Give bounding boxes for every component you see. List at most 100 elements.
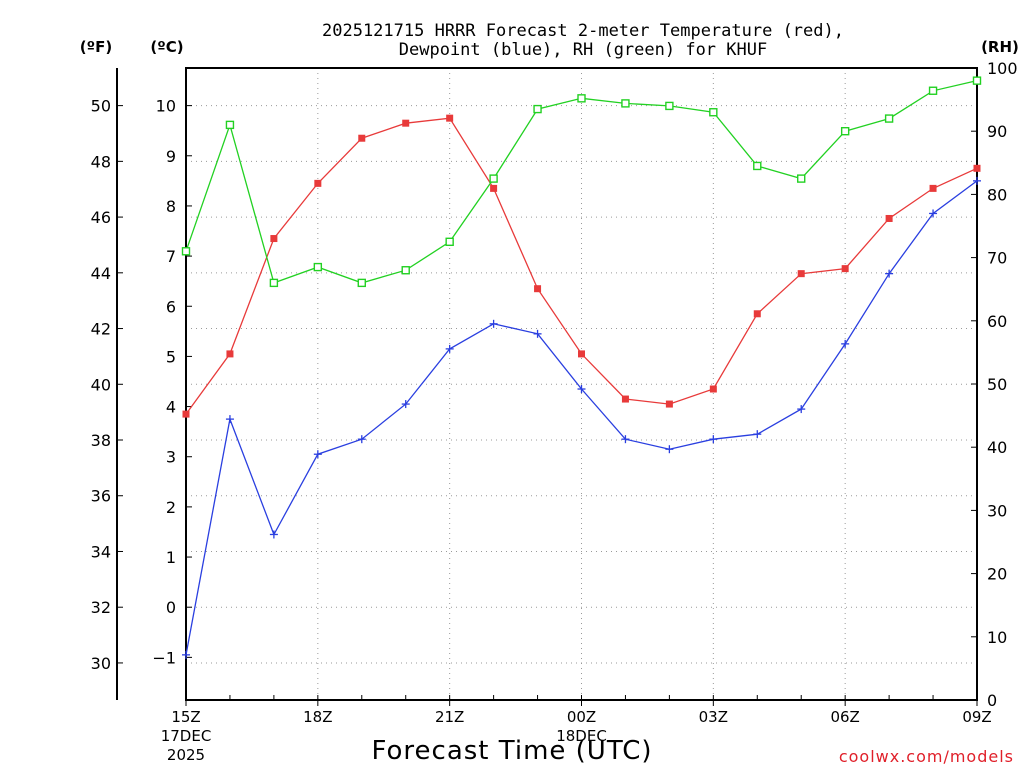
rh-tick-label: 30: [987, 501, 1007, 520]
temperature-point: [446, 114, 454, 122]
temperature-point: [358, 134, 366, 142]
temperature-point: [753, 310, 761, 318]
time-tick-label: 18Z: [303, 708, 332, 726]
dewpoint-point: [577, 385, 586, 394]
temperature-point: [578, 350, 585, 358]
temperature-point: [226, 350, 234, 358]
celsius-unit-label: (ºC): [150, 38, 183, 56]
time-tick-label: 06Z: [830, 708, 859, 726]
rh-point: [401, 266, 410, 275]
rh-point: [225, 120, 235, 130]
celsius-tick-label: 2: [166, 498, 176, 517]
rh-tick-label: 100: [987, 59, 1018, 78]
rh-point: [445, 237, 454, 247]
time-tick-label: 00Z: [567, 708, 596, 726]
temperature-point: [841, 265, 849, 273]
fahrenheit-tick-label: 48: [91, 152, 111, 171]
temperature-point: [885, 214, 893, 222]
time-tick-label: 03Z: [699, 708, 728, 726]
axes: 3032343638404244464850−10123456789100102…: [91, 59, 1018, 764]
rh-point: [884, 114, 894, 123]
temperature-point: [973, 164, 981, 172]
rh-point: [972, 76, 982, 85]
celsius-tick-label: 7: [166, 247, 176, 266]
temperature-point: [665, 400, 673, 408]
temperature-point: [182, 410, 190, 418]
dewpoint-point: [533, 329, 542, 338]
temperature-point: [709, 385, 717, 393]
rh-point: [621, 99, 630, 108]
temperature-point: [314, 179, 322, 187]
celsius-tick-label: 0: [166, 598, 176, 617]
fahrenheit-tick-label: 42: [91, 320, 111, 339]
credit-text: coolwx.com/models: [839, 747, 1014, 766]
temperature-point: [534, 285, 542, 293]
year-tick-label: 2025: [167, 746, 205, 764]
dewpoint-point: [797, 405, 806, 414]
rh-point: [577, 94, 586, 103]
rh-point: [533, 104, 542, 114]
rh-point: [269, 278, 279, 288]
grid: [186, 68, 977, 700]
dewpoint-point: [225, 415, 234, 424]
rh-tick-label: 50: [987, 375, 1007, 394]
dewpoint-point: [445, 344, 454, 353]
time-tick-label: 09Z: [962, 708, 991, 726]
celsius-tick-label: 1: [166, 548, 176, 567]
chart-title-line1: 2025121715 HRRR Forecast 2-meter Tempera…: [322, 21, 844, 41]
celsius-tick-label: 5: [166, 347, 176, 366]
dewpoint-point: [182, 650, 190, 659]
dewpoint-point: [753, 430, 762, 439]
fahrenheit-tick-label: 34: [91, 542, 111, 561]
rh-point: [709, 108, 718, 117]
time-tick-label: 21Z: [435, 708, 464, 726]
x-axis-label: Forecast Time (UTC): [371, 736, 652, 766]
dewpoint-point: [313, 450, 322, 459]
celsius-tick-label: 3: [166, 448, 176, 467]
dewpoint-point: [709, 435, 718, 444]
rh-point: [797, 174, 806, 183]
temperature-point: [490, 184, 498, 192]
fahrenheit-tick-label: 44: [91, 264, 111, 283]
temperature-line: [185, 117, 978, 415]
dewpoint-point: [665, 445, 674, 454]
rh-point: [753, 161, 762, 171]
celsius-tick-label: 4: [166, 398, 176, 417]
rh-tick-label: 10: [987, 628, 1007, 647]
rh-unit-label: (RH): [981, 38, 1019, 56]
temperature-point: [621, 395, 629, 403]
rh-tick-label: 60: [987, 312, 1007, 331]
rh-line: [185, 79, 978, 284]
dewpoint-point: [973, 176, 981, 185]
rh-point: [928, 86, 938, 95]
celsius-tick-label: −1: [152, 648, 176, 667]
fahrenheit-tick-label: 50: [91, 97, 111, 116]
chart-title-line2: Dewpoint (blue), RH (green) for KHUF: [399, 40, 767, 60]
date-tick-label: 18DEC: [556, 727, 607, 745]
fahrenheit-tick-label: 38: [91, 431, 111, 450]
celsius-tick-label: 9: [166, 147, 176, 166]
fahrenheit-tick-label: 46: [91, 208, 111, 227]
time-tick-label: 15Z: [171, 708, 200, 726]
dewpoint-point: [885, 269, 894, 278]
rh-point: [840, 126, 850, 136]
rh-point: [489, 174, 498, 183]
date-tick-label: 17DEC: [161, 727, 212, 745]
rh-tick-label: 90: [987, 122, 1007, 141]
rh-tick-label: 40: [987, 438, 1007, 457]
celsius-tick-label: 8: [166, 197, 176, 216]
fahrenheit-tick-label: 32: [91, 598, 111, 617]
celsius-tick-label: 6: [166, 297, 176, 316]
fahrenheit-tick-label: 30: [91, 654, 111, 673]
dewpoint-point: [929, 209, 938, 218]
rh-tick-label: 80: [987, 185, 1007, 204]
temperature-point: [402, 119, 410, 127]
temperature-point: [797, 270, 805, 278]
fahrenheit-unit-label: (ºF): [80, 38, 112, 56]
rh-point: [181, 247, 191, 256]
rh-tick-label: 70: [987, 249, 1007, 268]
rh-tick-label: 20: [987, 565, 1007, 584]
dewpoint-point: [489, 319, 498, 328]
fahrenheit-tick-label: 40: [91, 375, 111, 394]
